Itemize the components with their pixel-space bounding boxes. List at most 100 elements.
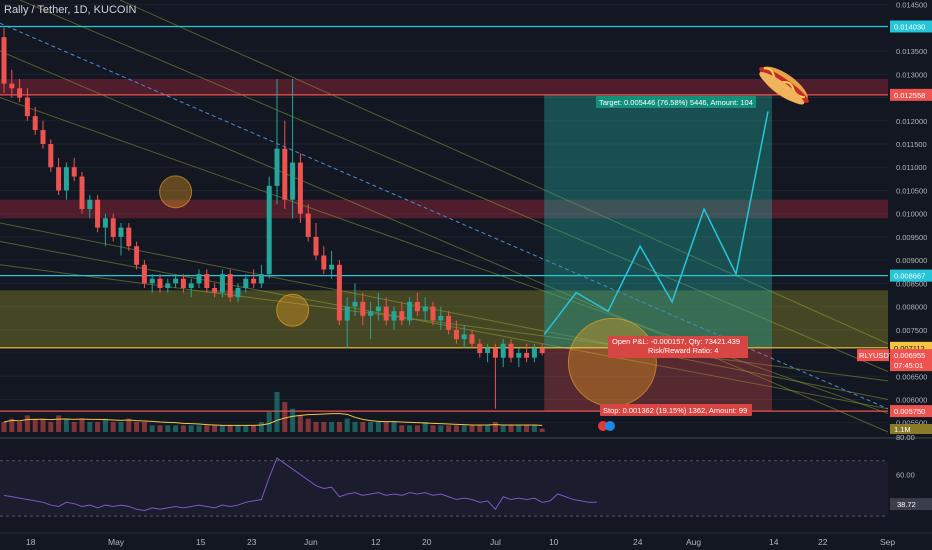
volume-bar: [524, 425, 530, 432]
candle-body: [500, 343, 506, 358]
rr-text: Risk/Reward Ratio: 4: [648, 346, 718, 355]
level-price-tag: [890, 405, 932, 418]
candle: [196, 269, 202, 288]
rsi-value-tag: [890, 498, 932, 511]
price-tick-label: 0.014500: [896, 1, 927, 10]
candle-body: [321, 255, 327, 270]
candle: [407, 297, 413, 326]
candle: [375, 292, 381, 321]
candle: [469, 329, 475, 349]
volume-ma-text: 1.1M: [894, 425, 911, 434]
candle-body: [118, 227, 124, 237]
price-tick-label: 0.010500: [896, 186, 927, 195]
candle: [414, 292, 420, 316]
candle-body: [422, 306, 428, 312]
candle-body: [173, 278, 179, 284]
volume-bar: [461, 425, 467, 432]
candle: [87, 195, 93, 219]
candle: [126, 222, 132, 251]
candle-body: [430, 306, 436, 321]
candle: [336, 260, 342, 326]
volume-bar: [110, 422, 116, 432]
candle-body: [368, 311, 374, 316]
volume-bar: [141, 422, 147, 432]
date-tick-label: 12: [371, 537, 381, 547]
countdown-text: 07:45:01: [894, 361, 923, 370]
candle-body: [243, 278, 249, 288]
candle-body: [227, 274, 233, 298]
candle-body: [48, 144, 54, 168]
candle-body: [329, 264, 335, 270]
volume-bar: [63, 418, 69, 432]
candle-body: [524, 353, 530, 358]
open-pnl-bg: [608, 336, 748, 358]
level-price-text: 0.014030: [894, 22, 925, 31]
candle-body: [40, 130, 46, 144]
candle-body: [407, 301, 413, 321]
volume-ma-line: [3, 413, 543, 426]
candle: [531, 343, 537, 363]
candle-body: [391, 311, 397, 321]
rsi-scale-label: 60.00: [896, 471, 915, 480]
candle-body: [79, 176, 85, 210]
volume-bar: [227, 425, 233, 432]
candle: [32, 106, 38, 135]
level-price-tag: [890, 88, 932, 101]
volume-bar: [219, 425, 225, 432]
candle-body: [56, 167, 62, 191]
date-tick-label: Sep: [880, 537, 895, 547]
volume-bar: [118, 422, 124, 432]
volume-bar: [360, 422, 366, 432]
candle-body: [414, 301, 420, 312]
candle-body: [149, 278, 155, 284]
rsi-line: [3, 457, 597, 512]
volume-bar: [305, 418, 311, 432]
candle-body: [165, 283, 171, 288]
price-tick-label: 0.007500: [896, 326, 927, 335]
candle-body: [344, 306, 350, 321]
symbol-text: RLYUSDT: [859, 351, 894, 360]
candle-body: [235, 288, 241, 298]
candle: [422, 297, 428, 321]
candle: [165, 278, 171, 293]
candle-body: [469, 334, 475, 344]
volume-bar: [368, 422, 374, 432]
candle: [24, 88, 30, 121]
candle-body: [258, 274, 264, 284]
level-price-text: 0.005750: [894, 407, 925, 416]
candle: [477, 339, 483, 358]
candle: [329, 250, 335, 279]
volume-bar: [196, 425, 202, 432]
volume-bar: [87, 422, 93, 432]
candle: [297, 153, 303, 223]
candle: [461, 325, 467, 349]
rsi-band: [0, 460, 888, 517]
candle: [438, 306, 444, 330]
candle: [282, 120, 288, 210]
candle-body: [461, 334, 467, 340]
volume-bar: [48, 422, 54, 432]
candle-body: [477, 343, 483, 354]
target-zone: [544, 95, 772, 349]
candle: [383, 297, 389, 326]
candle-body: [9, 83, 15, 89]
candle-body: [157, 278, 163, 288]
candle: [56, 157, 62, 196]
candle: [102, 213, 108, 247]
candle: [1, 27, 7, 93]
candle-body: [446, 315, 452, 330]
date-tick-label: 15: [196, 537, 206, 547]
volume-bar: [399, 425, 405, 432]
volume-bar: [297, 415, 303, 432]
price-tick-label: 0.006500: [896, 372, 927, 381]
volume-bar: [329, 422, 335, 432]
current-price-tag: [890, 349, 932, 372]
candle: [352, 283, 358, 316]
volume-bar: [17, 422, 23, 432]
level-price-tag: [890, 20, 932, 33]
candle: [516, 348, 522, 367]
date-tick-label: 10: [549, 537, 559, 547]
candle: [180, 274, 186, 293]
candle-body: [539, 348, 545, 354]
